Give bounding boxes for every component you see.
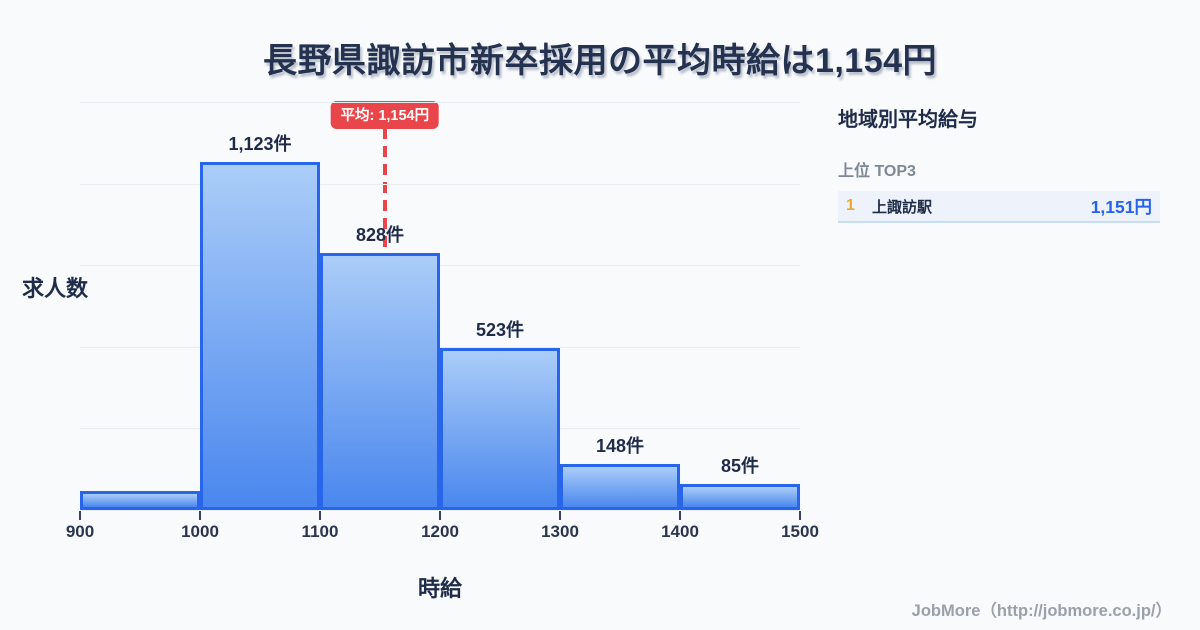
bar-count-label: 1,123件 [228,134,292,154]
x-axis-tick-label: 1100 [301,522,339,541]
histogram-bar [440,348,560,510]
x-axis-tick [439,511,441,520]
x-axis-tick-label: 1000 [181,522,219,541]
bar-count-label: 148件 [595,436,645,456]
bar-count-label: 523件 [475,320,525,340]
x-axis-tick-label: 1500 [781,522,819,541]
x-axis-tick [79,511,81,520]
x-axis-tick-label: 1300 [541,522,579,541]
panel-row-list: 1 上諏訪駅 1,151円 [838,191,1160,223]
mean-badge: 平均: 1,154円 [330,101,440,129]
gridline [80,184,800,185]
x-axis-tick [799,511,801,520]
footer-credit: JobMore（http://jobmore.co.jp/） [911,602,1172,620]
histogram-bar [560,464,680,510]
salary-value: 1,151円 [1090,196,1152,217]
gridline [80,510,800,511]
panel-title: 地域別平均給与 [838,109,978,131]
region-panel: 地域別平均給与 上位 TOP3 1 上諏訪駅 1,151円 [838,103,1160,223]
y-axis-label: 求人数 [22,276,89,301]
histogram-bar [200,162,320,510]
panel-subtitle: 上位 TOP3 [838,163,916,180]
histogram-bar [320,253,440,510]
bar-count-label: 828件 [355,225,405,245]
gridline [80,265,800,266]
rank-badge: 1 [846,197,855,214]
station-name: 上諏訪駅 [872,198,933,216]
x-axis-label: 時給 [417,576,462,601]
region-row: 1 上諏訪駅 1,151円 [838,191,1160,223]
x-axis-tick [199,511,201,520]
gridline [80,102,800,103]
bar-count-label: 85件 [720,456,760,476]
histogram-bar [680,484,800,510]
x-axis-tick [679,511,681,520]
x-axis-tick [319,511,321,520]
page-title: 長野県諏訪市新卒採用の平均時給は1,154円 [262,42,938,80]
histogram-chart: 平均: 1,154円 1,123件 828件 523件 148件 85件 900 1000 1… [66,101,819,541]
x-axis-tick-label: 1400 [661,522,699,541]
x-axis-tick-label: 1200 [421,522,459,541]
histogram-bar [80,491,200,510]
gridline [80,347,800,348]
x-axis-tick [559,511,561,520]
x-axis-tick-label: 900 [65,522,95,541]
